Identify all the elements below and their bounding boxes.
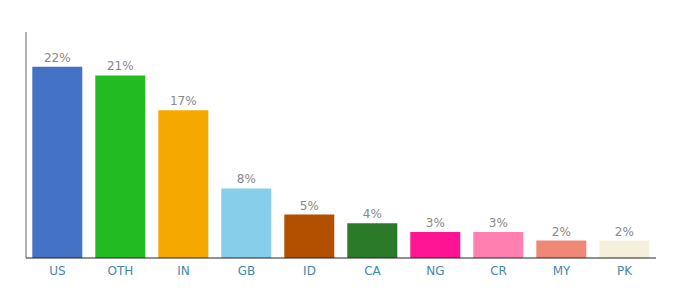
svg-text:17%: 17% [170,94,197,108]
svg-text:PK: PK [617,264,633,278]
svg-text:8%: 8% [237,172,256,186]
svg-text:22%: 22% [44,51,71,65]
svg-text:OTH: OTH [108,264,134,278]
svg-text:NG: NG [426,264,444,278]
svg-text:5%: 5% [300,199,319,213]
svg-text:4%: 4% [363,207,382,221]
svg-text:IN: IN [177,264,190,278]
svg-text:MY: MY [553,264,571,278]
svg-text:CR: CR [490,264,507,278]
svg-text:3%: 3% [426,216,445,230]
svg-text:CA: CA [364,264,381,278]
svg-text:2%: 2% [552,225,571,239]
svg-text:ID: ID [303,264,316,278]
svg-text:2%: 2% [615,225,634,239]
svg-text:GB: GB [238,264,256,278]
svg-text:US: US [49,264,65,278]
svg-text:3%: 3% [489,216,508,230]
svg-text:21%: 21% [107,59,134,73]
